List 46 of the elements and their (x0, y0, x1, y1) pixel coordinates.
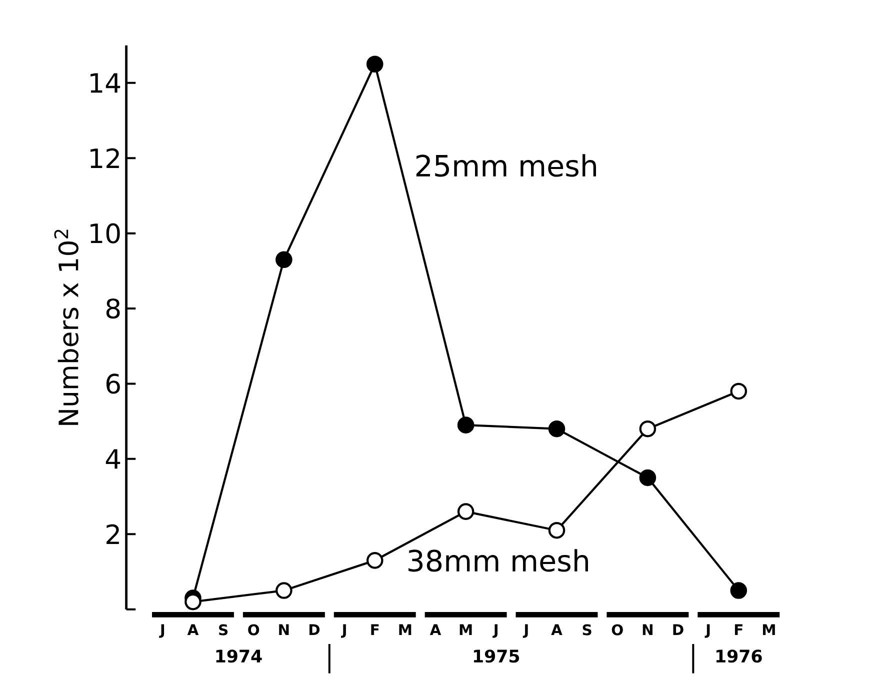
x-tick-label: N (279, 624, 289, 635)
x-tick-label: N (642, 624, 652, 635)
point (639, 469, 656, 486)
x-tick-label: J (522, 624, 528, 638)
series-label: 25mm mesh (416, 154, 596, 177)
point (276, 251, 292, 268)
y-tick-label: 12 (90, 148, 119, 168)
series-label: 38mm mesh (408, 549, 588, 572)
x-tick-label: F (734, 624, 742, 635)
text: 1976 (716, 650, 762, 663)
y-tick-label: 6 (106, 374, 120, 394)
point (457, 416, 474, 434)
text: 1975 (474, 650, 520, 663)
x-tick-label: A (430, 624, 442, 635)
x-tick-label: J (341, 624, 346, 638)
y-axis-title: Numbers x 10$^{2}$ (54, 230, 78, 425)
point (730, 382, 748, 400)
x-tick-label: O (248, 624, 260, 636)
point (457, 503, 474, 520)
y-tick-label: 8 (106, 298, 120, 319)
x-tick-label: J (492, 624, 498, 638)
x-tick-label: J (159, 624, 164, 638)
point (366, 552, 384, 569)
point (276, 582, 292, 599)
x-tick-label: S (219, 624, 228, 636)
point (730, 582, 748, 599)
x-tick-label: F (371, 624, 379, 635)
x-tick-label: A (551, 624, 562, 635)
point (548, 420, 566, 438)
x-tick-label: M (399, 624, 412, 635)
x-tick-label: M (762, 624, 775, 635)
y-tick-label: 14 (90, 73, 120, 93)
y-tick-label: 4 (106, 449, 120, 469)
x-tick-label: O (612, 624, 623, 636)
x-tick-label: A (187, 624, 199, 635)
x-tick-label: S (582, 624, 592, 636)
y-tick-label: 10 (90, 223, 120, 244)
y-tick-label: 2 (106, 524, 119, 544)
x-tick-label: M (460, 624, 472, 635)
x-tick-label: D (309, 624, 320, 635)
point (639, 420, 656, 438)
x-tick-label: D (673, 624, 684, 635)
text: 1974 (216, 650, 262, 663)
point (366, 56, 384, 73)
point (548, 522, 566, 539)
x-tick-label: J (704, 624, 710, 638)
